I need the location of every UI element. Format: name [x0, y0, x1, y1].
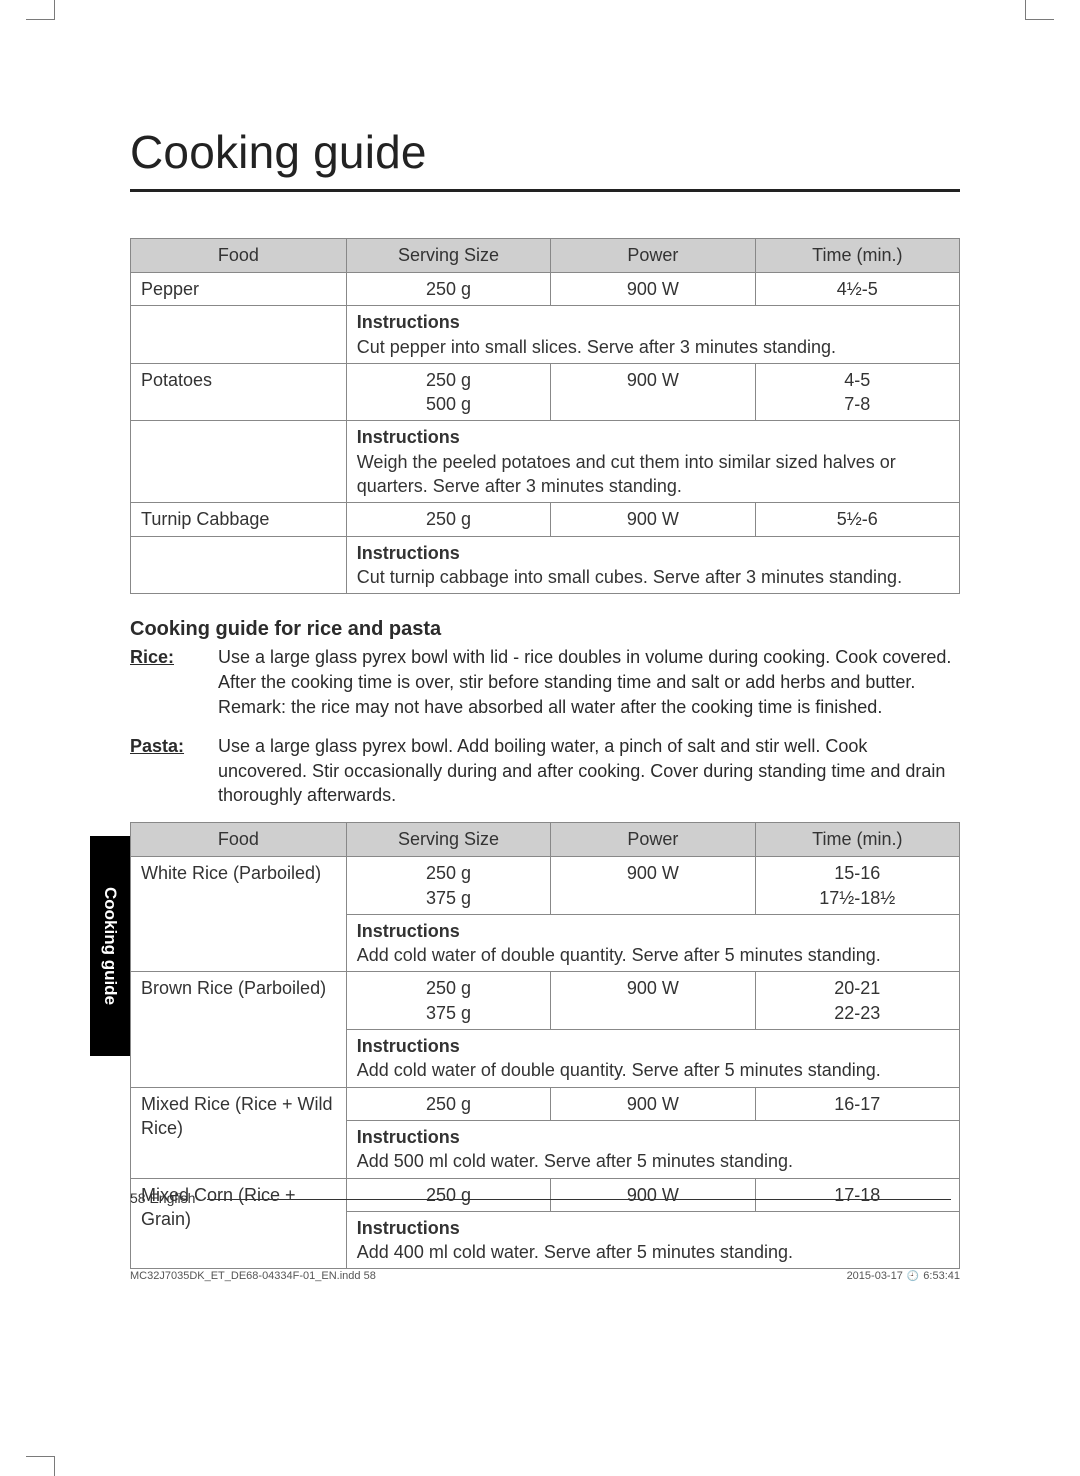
table-cell-power: 900 W [551, 273, 755, 306]
col-power: Power [551, 239, 755, 273]
table-cell-food-blank [131, 536, 347, 594]
definitions: Rice: Use a large glass pyrex bowl with … [130, 645, 960, 808]
col-food: Food [131, 823, 347, 857]
footer-rule [207, 1199, 951, 1200]
col-serving: Serving Size [346, 823, 550, 857]
col-time: Time (min.) [755, 823, 959, 857]
col-serving: Serving Size [346, 239, 550, 273]
table-cell-food: Pepper [131, 273, 347, 306]
table-cell-power: 900 W [551, 857, 755, 915]
table-cell-serving: 250 g500 g [346, 363, 550, 421]
table-cell-serving: 250 g [346, 503, 550, 536]
table-cell-serving: 250 g [346, 1087, 550, 1120]
crop-mark [26, 1456, 54, 1457]
table-cell-time: 4-57-8 [755, 363, 959, 421]
print-meta: MC32J7035DK_ET_DE68-04334F-01_EN.indd 58… [130, 1270, 960, 1282]
page-title: Cooking guide [130, 125, 960, 192]
table-cell-power: 900 W [551, 363, 755, 421]
table-cell-power: 900 W [551, 972, 755, 1030]
table-cell-food-blank [131, 421, 347, 503]
table-cell-instructions: InstructionsCut turnip cabbage into smal… [346, 536, 959, 594]
table-cell-serving: 250 g375 g [346, 857, 550, 915]
table-cell-time: 15-1617½-18½ [755, 857, 959, 915]
rice-term: Rice: [130, 645, 206, 719]
rice-text: Use a large glass pyrex bowl with lid - … [218, 645, 960, 719]
table-cell-instructions: InstructionsCut pepper into small slices… [346, 306, 959, 364]
table-cell-serving: 250 g [346, 273, 550, 306]
table-cell-power: 900 W [551, 503, 755, 536]
section-heading: Cooking guide for rice and pasta [130, 618, 960, 641]
print-date: 2015-03-17 [847, 1270, 903, 1282]
table-cell-food: Mixed Rice (Rice + Wild Rice) [131, 1087, 347, 1178]
table-cell-instructions: InstructionsWeigh the peeled potatoes an… [346, 421, 959, 503]
side-tab-label: Cooking guide [100, 887, 120, 1005]
table-cell-food: Brown Rice (Parboiled) [131, 972, 347, 1087]
crop-mark [1026, 19, 1054, 20]
crop-mark [1025, 0, 1026, 20]
side-tab: Cooking guide [90, 836, 130, 1056]
crop-mark [54, 1456, 55, 1476]
table-cell-food-blank [131, 306, 347, 364]
pasta-term: Pasta: [130, 734, 206, 808]
vegetable-table: Food Serving Size Power Time (min.) Pepp… [130, 238, 960, 594]
table-cell-time: 20-2122-23 [755, 972, 959, 1030]
page-number: 58 English [130, 1190, 195, 1206]
table-cell-time: 4½-5 [755, 273, 959, 306]
col-time: Time (min.) [755, 239, 959, 273]
col-food: Food [131, 239, 347, 273]
print-time: 6:53:41 [923, 1270, 960, 1282]
indd-path: MC32J7035DK_ET_DE68-04334F-01_EN.indd 58 [130, 1270, 376, 1282]
table-cell-power: 900 W [551, 1087, 755, 1120]
table-cell-instructions: InstructionsAdd 400 ml cold water. Serve… [346, 1211, 959, 1269]
crop-mark [26, 19, 54, 20]
table-cell-instructions: InstructionsAdd 500 ml cold water. Serve… [346, 1120, 959, 1178]
table-cell-time: 16-17 [755, 1087, 959, 1120]
table-cell-food: Potatoes [131, 363, 347, 421]
table-cell-food: White Rice (Parboiled) [131, 857, 347, 972]
crop-mark [54, 0, 55, 20]
clock-icon: 🕘 [907, 1271, 919, 1282]
table-cell-instructions: InstructionsAdd cold water of double qua… [346, 1030, 959, 1088]
table-cell-serving: 250 g375 g [346, 972, 550, 1030]
table-cell-food: Turnip Cabbage [131, 503, 347, 536]
col-power: Power [551, 823, 755, 857]
table-cell-instructions: InstructionsAdd cold water of double qua… [346, 914, 959, 972]
footer: 58 English [130, 1190, 960, 1206]
pasta-text: Use a large glass pyrex bowl. Add boilin… [218, 734, 960, 808]
table-cell-time: 5½-6 [755, 503, 959, 536]
